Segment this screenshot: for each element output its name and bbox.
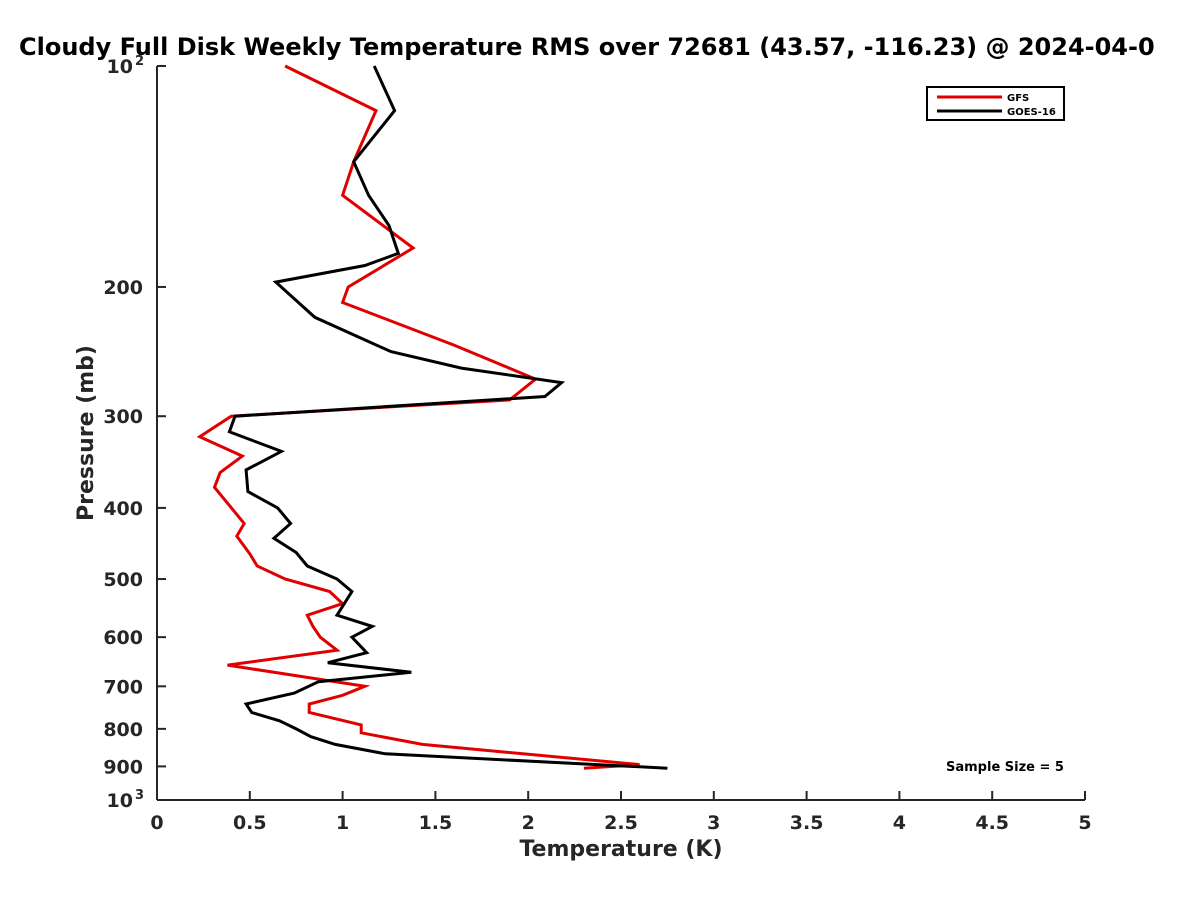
x-tick-label: 1 <box>336 812 349 834</box>
legend-label: GOES-16 <box>1007 107 1056 118</box>
x-axis-label: Temperature (K) <box>519 837 722 862</box>
axes: 0 0.5 1 1.5 2 2.5 3 3.5 4 4.5 510 22003004005006007… <box>103 54 1091 834</box>
y-tick-label: 200 <box>103 277 143 299</box>
x-tick-label: 2 <box>522 812 535 834</box>
series-layer <box>196 64 668 770</box>
x-tick-label: 0 <box>150 812 163 834</box>
legend-box <box>926 86 1065 121</box>
x-tick-label: 3.5 <box>790 812 824 834</box>
x-tick-label: 0.5 <box>233 812 267 834</box>
x-tick-label: 4.5 <box>975 812 1009 834</box>
series-line-goes-16 <box>227 65 668 770</box>
y-tick-label: 10 <box>107 790 133 812</box>
sample-size-annotation: Sample Size = 5 <box>946 760 1064 775</box>
y-tick-label: 800 <box>103 719 143 741</box>
y-tick-label: 900 <box>103 756 143 778</box>
chart-title: Cloudy Full Disk Weekly Temperature RMS … <box>19 33 1155 61</box>
y-tick-label: 500 <box>103 569 143 591</box>
x-tick-label: 1.5 <box>419 812 453 834</box>
x-tick-label: 5 <box>1078 812 1091 834</box>
y-tick-exponent: 2 <box>135 54 144 69</box>
series-line-gfs <box>196 64 640 770</box>
y-tick-label: 600 <box>103 627 143 649</box>
x-tick-label: 2.5 <box>604 812 638 834</box>
legend: GFS GOES-16 <box>926 86 1065 121</box>
x-tick-label: 3 <box>707 812 720 834</box>
y-tick-label: 10 <box>107 56 133 78</box>
y-tick-exponent: 3 <box>135 788 144 803</box>
y-tick-label: 400 <box>103 498 143 520</box>
x-tick-label: 4 <box>893 812 906 834</box>
y-axis-label: Pressure (mb) <box>74 345 99 521</box>
y-tick-label: 700 <box>103 676 143 698</box>
y-tick-label: 300 <box>103 406 143 428</box>
legend-label: GFS <box>1007 93 1029 104</box>
